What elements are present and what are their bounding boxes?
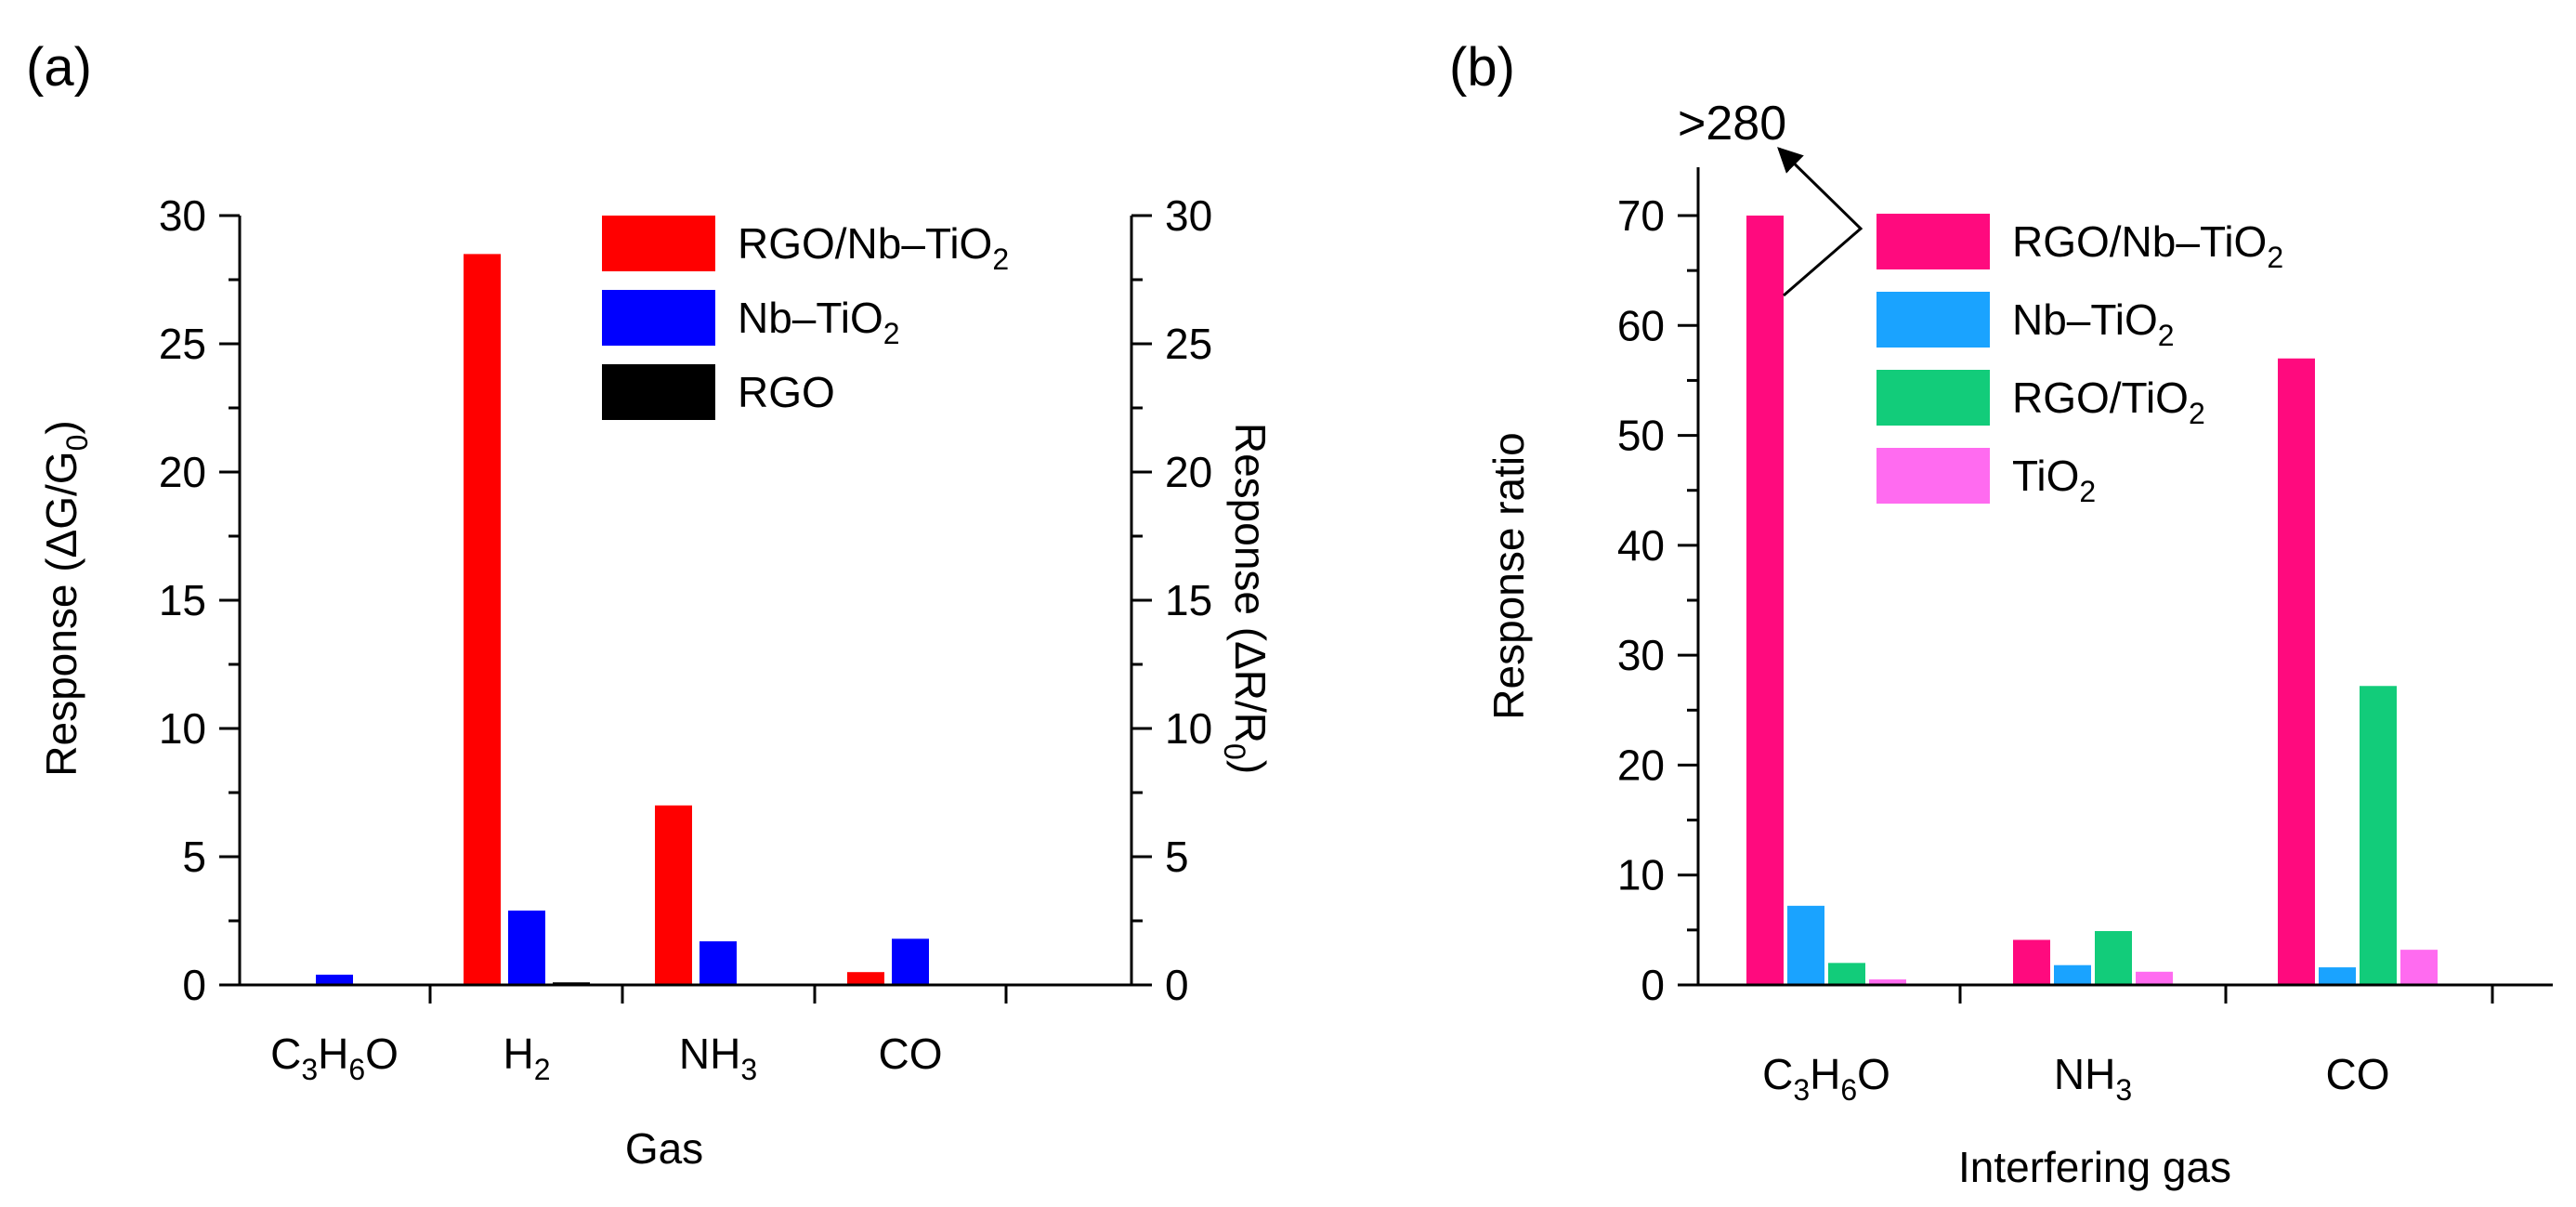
panel-b-legend-label-nb-tio2: Nb–TiO2 [2012,295,2175,352]
panel-b-bar-c3h6o-nb-tio2 [1787,905,1824,985]
panel-a-right-y-tick-label: 15 [1165,576,1212,624]
panel-b-y-label: Response ratio [1484,432,1533,719]
panel-b-bar-nh3-nb-tio2 [2054,964,2091,985]
panel-a-x-label: Gas [625,1124,703,1173]
panel-a-x-tick-label-h2: H2 [503,1030,550,1086]
panel-b-y-tick-label: 20 [1617,741,1665,789]
panel-a-label: (a) [26,37,92,98]
panel-b-y-tick-label: 50 [1617,412,1665,460]
panel-a-y-tick-label: 15 [159,576,206,624]
panel-b: (b) 0 10 20 30 40 50 60 70 C3H6O NH3 CO Interferi… [1449,37,2553,1191]
panel-a-legend-swatch-nb-tio2 [602,290,715,346]
panel-b-y-tick-label: 70 [1617,191,1665,240]
panel-a-y-tick-label: 5 [182,833,206,881]
panel-a-y-ticks: 0 0 5 5 10 10 15 15 20 20 25 25 30 30 [159,191,1212,1009]
panel-b-bar-nh3-rgo-tio2 [2095,931,2132,985]
panel-b-bars [1746,216,2438,985]
panel-b-bar-nh3-rgo-nb-tio2 [2013,939,2050,985]
panel-a-legend: RGO/Nb–TiO2 Nb–TiO2 RGO [602,216,1009,420]
panel-a-bar-h2-rgo-nb-tio2 [464,254,501,985]
panel-a-legend-label-rgo: RGO [738,368,835,416]
panel-a-y-tick-label: 20 [159,448,206,496]
panel-b-bar-nh3-tio2 [2136,971,2173,985]
panel-b-bar-c3h6o-rgo-nb-tio2 [1746,216,1784,985]
panel-b-x-label: Interfering gas [1958,1143,2231,1191]
panel-b-legend-label-rgo-nb-tio2: RGO/Nb–TiO2 [2012,217,2283,274]
panel-a-y-tick-label: 25 [159,320,206,368]
panel-b-bar-co-tio2 [2400,950,2438,985]
panel-a-right-y-tick-label: 10 [1165,704,1212,753]
panel-b-bar-co-nb-tio2 [2319,967,2356,985]
panel-b-annotation-280: >280 [1678,97,1786,151]
panel-a-bars [316,254,929,985]
panel-a-right-y-tick-label: 20 [1165,448,1212,496]
panel-a-legend-label-rgo-nb-tio2: RGO/Nb–TiO2 [738,219,1009,276]
panel-b-legend-swatch-nb-tio2 [1876,292,1990,348]
panel-b-legend: RGO/Nb–TiO2 Nb–TiO2 RGO/TiO2 TiO2 [1876,214,2283,508]
panel-b-x-ticks: C3H6O NH3 CO [1762,985,2494,1107]
panel-a-x-tick-label-co: CO [879,1030,943,1078]
panel-a-right-y-tick-label: 25 [1165,320,1212,368]
panel-a-right-y-tick-label: 0 [1165,961,1189,1009]
panel-a-right-y-tick-label: 5 [1165,833,1189,881]
panel-a-bar-h2-nb-tio2 [508,910,545,985]
panel-b-legend-swatch-rgo-tio2 [1876,370,1990,426]
panel-a-x-ticks: C3H6O H2 NH3 CO [270,985,1008,1086]
panel-a-bar-nh3-rgo-nb-tio2 [655,805,692,985]
panel-a-bar-c3h6o-nb-tio2 [316,974,353,985]
panel-a-legend-swatch-rgo [602,364,715,420]
panel-b-legend-label-tio2: TiO2 [2012,452,2096,508]
panel-a-y-label-left: Response (ΔG/G0) [37,420,94,776]
panel-a-bar-co-nb-tio2 [892,938,929,985]
panel-b-legend-label-rgo-tio2: RGO/TiO2 [2012,374,2205,430]
panel-b-x-tick-label-c3h6o: C3H6O [1762,1050,1890,1107]
panel-a-y-tick-label: 30 [159,191,206,240]
panel-b-bar-co-rgo-nb-tio2 [2278,358,2315,985]
panel-a-x-tick-label-nh3: NH3 [679,1030,757,1086]
panel-b-bar-c3h6o-tio2 [1869,979,1906,985]
panel-a-legend-label-nb-tio2: Nb–TiO2 [738,294,900,350]
panel-b-bar-co-rgo-tio2 [2360,686,2397,985]
panel-b-y-tick-label: 30 [1617,631,1665,679]
panel-b-y-tick-label: 10 [1617,851,1665,899]
panel-b-y-tick-label: 60 [1617,301,1665,349]
panel-b-legend-swatch-rgo-nb-tio2 [1876,214,1990,269]
panel-b-bar-c3h6o-rgo-tio2 [1828,963,1865,985]
panel-a-right-y-tick-label: 30 [1165,191,1212,240]
panel-b-x-tick-label-nh3: NH3 [2054,1050,2132,1107]
panel-a-bar-nh3-nb-tio2 [700,941,737,985]
panel-a-y-tick-label: 0 [182,961,206,1009]
panel-a-legend-swatch-rgo-nb-tio2 [602,216,715,271]
panel-a-x-tick-label-c3h6o: C3H6O [270,1030,399,1086]
panel-b-annotation-arrow [1777,147,1863,297]
panel-b-y-ticks: 0 10 20 30 40 50 60 70 [1617,191,1698,1009]
panel-a-y-tick-label: 10 [159,704,206,753]
panel-b-y-tick-label: 40 [1617,521,1665,570]
panel-b-y-tick-label: 0 [1641,961,1665,1009]
panel-a-y-label-right: Response (ΔR/R0) [1218,423,1275,774]
panel-b-x-tick-label-co: CO [2326,1050,2390,1098]
panel-b-label: (b) [1449,37,1515,98]
panel-b-legend-swatch-tio2 [1876,448,1990,504]
panel-a-bar-co-rgo-nb-tio2 [847,972,884,985]
